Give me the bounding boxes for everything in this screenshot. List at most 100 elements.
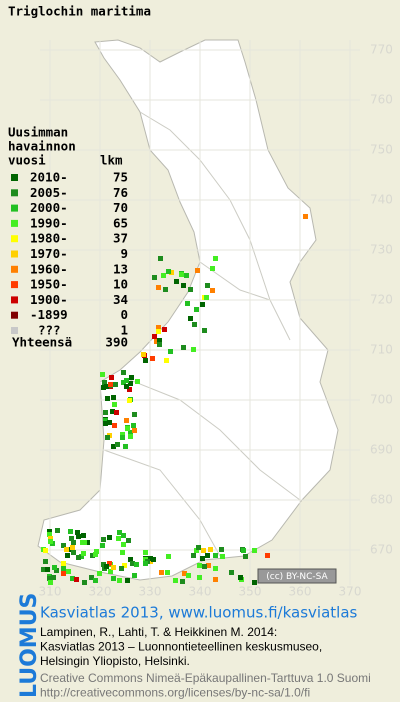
y-tick-label: 710 <box>370 343 393 357</box>
legend-label: 1970- <box>30 246 68 261</box>
record-square <box>109 375 114 380</box>
record-square <box>126 538 131 543</box>
x-tick-label: 340 <box>189 585 212 599</box>
legend-swatch <box>11 219 18 227</box>
legend-count: 13 <box>113 261 128 276</box>
record-square <box>191 553 196 558</box>
record-square <box>121 370 126 375</box>
legend-swatch <box>11 327 18 334</box>
record-square <box>128 434 133 439</box>
legend-swatch <box>11 204 18 212</box>
logo: LUOMUS <box>17 593 42 698</box>
record-square <box>197 563 202 568</box>
record-square <box>81 551 86 556</box>
record-square <box>76 534 81 539</box>
title: Triglochin maritima <box>8 4 151 19</box>
record-square <box>124 418 129 423</box>
record-square <box>134 562 139 567</box>
record-square <box>157 338 162 343</box>
record-square <box>208 547 213 552</box>
record-square <box>125 426 130 431</box>
record-square <box>128 381 133 386</box>
legend-label: ??? <box>38 323 61 338</box>
record-square <box>159 570 164 575</box>
record-square <box>114 410 119 415</box>
record-square <box>194 548 199 553</box>
record-square <box>191 347 196 352</box>
citation-line: Kasviatlas 2013 – Luonnontieteellinen ke… <box>40 640 322 654</box>
record-square <box>69 536 74 541</box>
y-tick-label: 760 <box>370 93 393 107</box>
record-square <box>125 578 130 583</box>
record-square <box>161 273 166 278</box>
legend-swatch <box>11 311 18 319</box>
y-tick-label: 700 <box>370 393 393 407</box>
record-square <box>132 573 137 578</box>
record-square <box>143 358 148 363</box>
record-square <box>82 580 87 585</box>
legend-label: 1900- <box>30 292 68 307</box>
record-square <box>112 423 117 428</box>
record-square <box>124 378 129 383</box>
y-tick-label: 770 <box>370 43 393 57</box>
record-square <box>97 571 102 576</box>
record-square <box>108 569 113 574</box>
record-square <box>156 325 161 330</box>
record-square <box>168 349 173 354</box>
record-square <box>194 307 199 312</box>
legend-count: 1 <box>120 323 128 338</box>
record-square <box>121 533 126 538</box>
record-square <box>202 564 207 569</box>
total-count: 390 <box>105 335 128 350</box>
record-square <box>243 554 248 559</box>
record-square <box>210 266 215 271</box>
legend-label: 2000- <box>30 200 68 215</box>
record-square <box>152 275 157 280</box>
citation-line: Helsingin Yliopisto, Helsinki. <box>40 654 190 668</box>
record-square <box>105 435 110 440</box>
record-square <box>120 550 125 555</box>
record-square <box>54 568 59 573</box>
record-square <box>157 342 162 347</box>
record-square <box>90 553 95 558</box>
record-square <box>111 444 116 449</box>
record-square <box>82 540 87 545</box>
record-square <box>103 418 108 423</box>
grid: 310 320 330 340 350 360 3706706806907007107207… <box>39 40 393 599</box>
record-square <box>70 576 75 581</box>
record-square <box>213 553 218 558</box>
record-square <box>116 536 121 541</box>
legend-swatch <box>11 174 18 181</box>
record-square <box>102 380 107 385</box>
atlas-link[interactable]: Kasviatlas 2013, www.luomus.fi/kasviatla… <box>40 604 358 622</box>
record-square <box>213 566 218 571</box>
legend-count: 9 <box>120 246 128 261</box>
record-square <box>186 573 191 578</box>
y-tick-label: 750 <box>370 143 393 157</box>
record-square <box>85 540 90 545</box>
record-square <box>75 530 80 535</box>
record-square <box>120 435 125 440</box>
record-square <box>113 382 118 387</box>
record-square <box>229 570 234 575</box>
legend-count: 75 <box>113 170 128 185</box>
record-square <box>47 576 52 581</box>
record-square <box>252 548 257 553</box>
record-square <box>104 564 109 569</box>
record-square <box>173 578 178 583</box>
legend-count: 70 <box>113 200 128 215</box>
record-square <box>265 553 270 558</box>
x-tick-label: 330 <box>139 585 162 599</box>
y-tick-label: 740 <box>370 193 393 207</box>
record-square <box>70 545 75 550</box>
record-square <box>101 385 106 390</box>
record-square <box>204 295 209 300</box>
record-square <box>101 537 106 542</box>
record-square <box>107 535 112 540</box>
record-square <box>156 285 161 290</box>
record-square <box>128 430 133 435</box>
record-square <box>48 580 53 585</box>
record-square <box>127 387 132 392</box>
border-line <box>199 261 271 301</box>
